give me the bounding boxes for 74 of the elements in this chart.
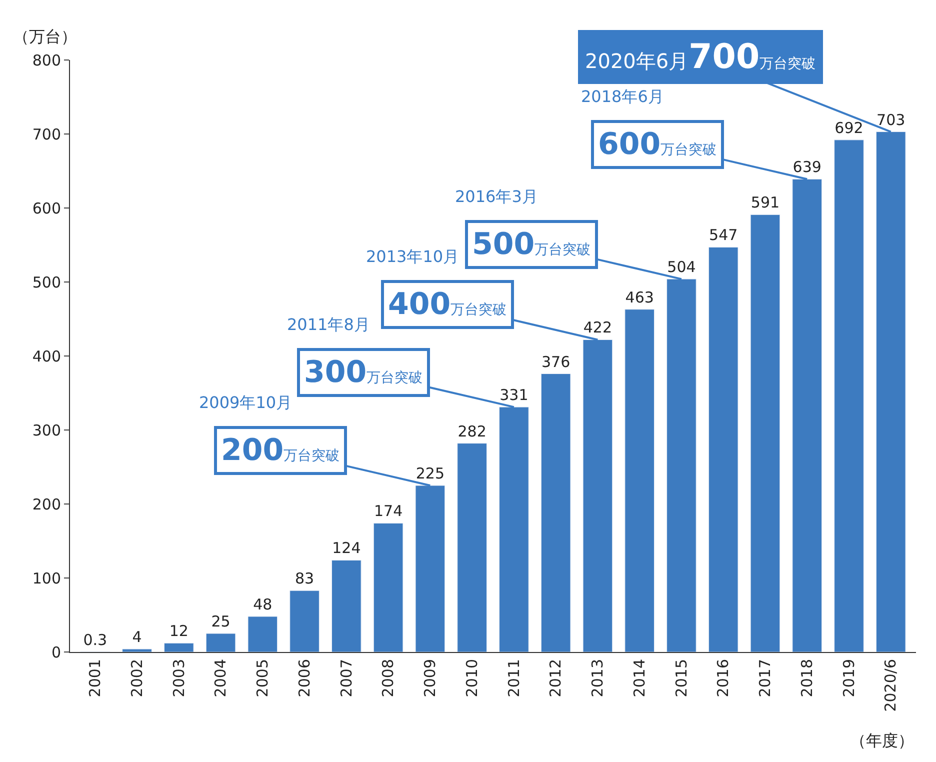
bar bbox=[457, 443, 487, 652]
data-label: 331 bbox=[500, 386, 528, 404]
x-tick-label: 2001 bbox=[86, 659, 104, 698]
bar bbox=[164, 642, 194, 652]
bar bbox=[750, 214, 780, 652]
annotation: 2013年10月 bbox=[366, 247, 460, 266]
x-tick-label: 2015 bbox=[672, 659, 690, 698]
y-tick-label: 800 bbox=[32, 51, 61, 70]
x-tick-label: 2004 bbox=[212, 659, 230, 698]
data-label: 463 bbox=[625, 288, 654, 306]
data-label: 547 bbox=[709, 226, 738, 244]
x-tick-label: 2007 bbox=[337, 659, 356, 698]
data-label: 422 bbox=[583, 318, 612, 337]
x-tick-label: 2016 bbox=[714, 659, 732, 698]
bar bbox=[624, 309, 654, 652]
y-tick-label: 300 bbox=[32, 421, 61, 440]
data-label: 282 bbox=[458, 422, 486, 440]
data-label: 639 bbox=[792, 158, 822, 176]
x-tick-label: 2010 bbox=[462, 659, 481, 698]
annotation: 2016年3月 bbox=[455, 187, 538, 206]
bar bbox=[206, 633, 236, 652]
x-tick-label: 2018 bbox=[798, 659, 816, 698]
bar bbox=[332, 560, 362, 652]
data-label: 83 bbox=[294, 570, 314, 588]
x-axis-title: （年度） bbox=[850, 731, 914, 750]
annotation: 500万台突破 bbox=[472, 227, 591, 262]
x-tick-label: 2002 bbox=[128, 659, 146, 698]
y-tick-label: 0 bbox=[51, 643, 61, 662]
x-tick-label: 2013 bbox=[588, 659, 607, 698]
x-tick-label: 2017 bbox=[756, 659, 774, 698]
y-tick-label: 600 bbox=[32, 199, 61, 218]
data-label: 591 bbox=[750, 194, 780, 212]
bar bbox=[834, 140, 864, 652]
y-tick-label: 400 bbox=[32, 347, 61, 366]
x-tick-label: 2020/6 bbox=[882, 659, 900, 712]
annotation: 600万台突破 bbox=[598, 127, 717, 162]
data-label: 376 bbox=[542, 352, 570, 371]
data-label: 174 bbox=[374, 502, 403, 520]
data-label: 0.3 bbox=[83, 630, 108, 649]
data-label: 4 bbox=[132, 628, 142, 646]
annotation: 2009年10月 bbox=[199, 393, 292, 412]
x-tick-label: 2006 bbox=[295, 659, 314, 698]
x-tick-label: 2003 bbox=[170, 659, 188, 698]
annotation: 2011年8月 bbox=[287, 315, 370, 334]
x-tick-label: 2005 bbox=[254, 659, 272, 698]
y-tick-label: 700 bbox=[32, 125, 61, 144]
y-tick-label: 500 bbox=[32, 273, 61, 292]
data-label: 124 bbox=[332, 539, 361, 558]
bar bbox=[373, 522, 404, 652]
bar bbox=[708, 246, 738, 652]
annotation: 400万台突破 bbox=[388, 287, 507, 322]
bar bbox=[122, 648, 152, 652]
annotation: 300万台突破 bbox=[304, 355, 423, 390]
bar bbox=[540, 374, 571, 652]
data-label: 692 bbox=[834, 118, 864, 137]
data-label: 25 bbox=[211, 612, 230, 630]
data-label: 703 bbox=[876, 110, 906, 129]
x-tick-label: 2009 bbox=[421, 659, 440, 698]
data-label: 225 bbox=[416, 464, 444, 482]
annotation: 200万台突破 bbox=[221, 433, 340, 468]
y-tick-label: 100 bbox=[32, 569, 61, 588]
x-tick-label: 2012 bbox=[546, 659, 565, 698]
bar bbox=[248, 616, 278, 652]
data-label: 504 bbox=[667, 258, 696, 276]
x-tick-label: 2011 bbox=[504, 659, 523, 698]
x-tick-label: 2014 bbox=[630, 659, 648, 698]
annotation: 2018年6月 bbox=[581, 87, 664, 106]
x-tick-label: 2008 bbox=[379, 659, 398, 698]
x-tick-label: 2019 bbox=[840, 659, 858, 698]
y-tick-label: 200 bbox=[32, 495, 61, 514]
bar bbox=[290, 590, 320, 652]
y-axis-title: （万台） bbox=[13, 27, 77, 46]
data-label: 12 bbox=[169, 622, 188, 640]
data-label: 48 bbox=[253, 595, 272, 614]
